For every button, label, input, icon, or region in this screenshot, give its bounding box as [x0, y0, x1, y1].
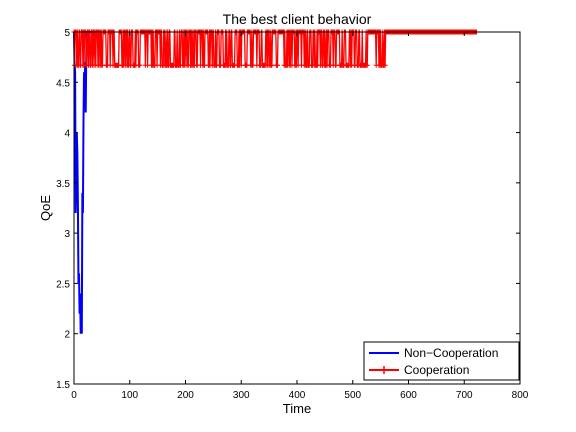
cooperation-point	[364, 62, 370, 68]
legend-label-non-cooperation: Non−Cooperation	[404, 346, 498, 360]
legend: Non−Cooperation Cooperation	[363, 341, 520, 381]
x-tick-label: 200	[177, 390, 194, 401]
cooperation-point	[274, 62, 280, 68]
legend-box	[363, 341, 520, 381]
y-tick-label: 2	[64, 330, 70, 341]
cooperation-point	[382, 62, 388, 68]
x-axis-label: Time	[283, 401, 311, 416]
x-tick-label: 500	[344, 390, 361, 401]
y-tick-label: 3.5	[56, 179, 70, 190]
x-tick-label: 300	[233, 390, 250, 401]
x-tick-label: 100	[121, 390, 138, 401]
x-tick-label: 400	[289, 390, 306, 401]
y-tick-label: 1.5	[56, 380, 70, 391]
y-tick-label: 4	[64, 129, 70, 140]
x-tick-label: 0	[71, 390, 77, 401]
x-tick-label: 700	[456, 390, 473, 401]
cooperation-point	[137, 62, 143, 68]
plot-area	[74, 32, 520, 384]
x-tick-label: 600	[400, 390, 417, 401]
y-tick-label: 4.5	[56, 78, 70, 89]
y-tick-label: 5	[64, 28, 70, 39]
legend-label-cooperation: Cooperation	[404, 363, 469, 377]
y-tick-label: 2.5	[56, 279, 70, 290]
chart-title: The best client behavior	[223, 11, 372, 27]
x-tick-label: 800	[512, 390, 529, 401]
tick-layer: 0 100 200 300 400 500 600 700 800 1.5 2 2.5 3 3.5 4 4.5…	[56, 28, 529, 401]
y-axis-label: QoE	[38, 195, 53, 221]
cooperation-point	[269, 62, 275, 68]
y-tick-label: 3	[64, 229, 70, 240]
